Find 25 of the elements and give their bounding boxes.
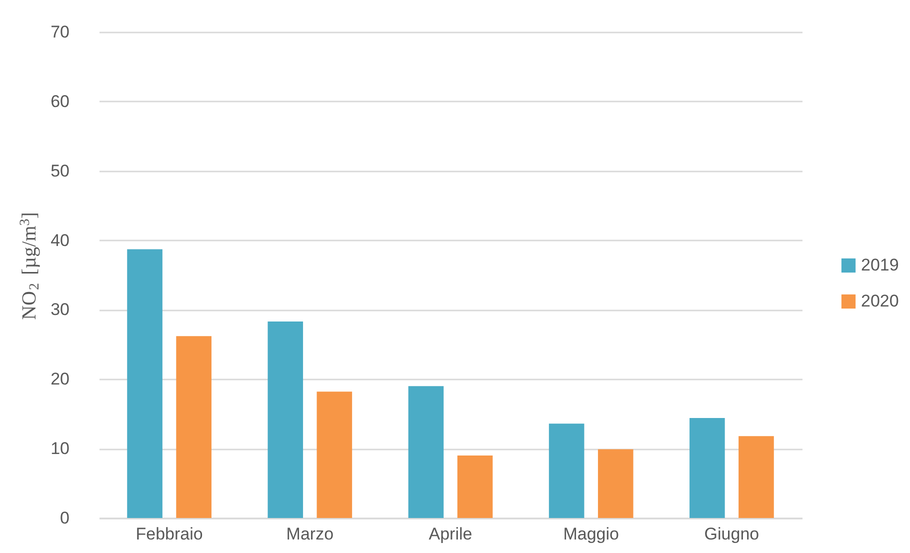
x-tick-label: Marzo	[286, 524, 334, 544]
x-tick-label: Maggio	[563, 524, 619, 544]
bar	[598, 449, 634, 518]
legend-label: 2020	[861, 292, 899, 310]
bar	[548, 424, 584, 518]
x-tick-label: Febbraio	[136, 524, 203, 544]
x-tick-label: Aprile	[428, 524, 472, 544]
bar	[127, 249, 162, 518]
y-tick-label: 50	[50, 161, 70, 180]
bar	[408, 386, 444, 518]
y-tick-label: 60	[50, 92, 70, 111]
bar	[690, 418, 725, 518]
bar	[268, 322, 304, 518]
legend-label: 2019	[861, 256, 899, 274]
y-tick-label: 10	[50, 439, 70, 458]
bar	[457, 456, 493, 518]
bar	[738, 436, 774, 518]
bar	[176, 336, 212, 518]
y-tick-label: 0	[60, 508, 70, 528]
y-tick-label: 40	[50, 230, 70, 250]
bar	[316, 392, 352, 518]
y-tick-label: 20	[50, 370, 70, 389]
x-tick-label: Giugno	[704, 524, 760, 544]
y-tick-label: 70	[50, 22, 70, 42]
y-tick-label: 30	[50, 300, 70, 320]
